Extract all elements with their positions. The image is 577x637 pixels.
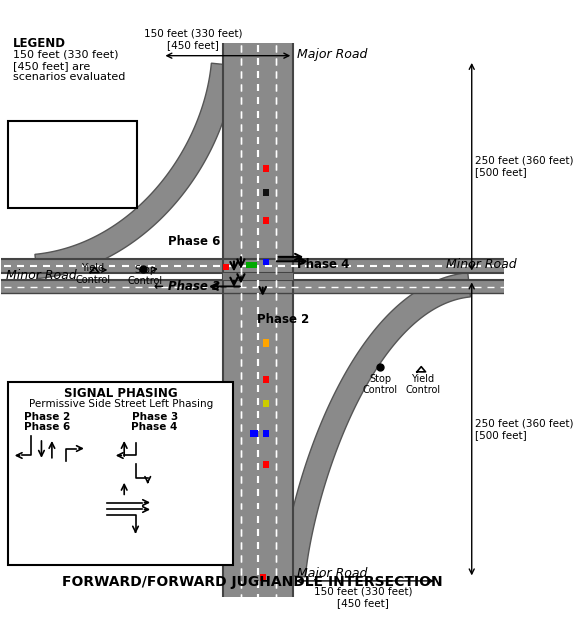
Text: Phase 3: Phase 3	[132, 412, 178, 422]
Text: scenarios evaluated: scenarios evaluated	[13, 72, 125, 82]
Bar	[223, 43, 293, 598]
Text: Minor Road: Minor Road	[445, 258, 516, 271]
Bar	[263, 400, 269, 406]
Text: 150 feet (330 feet)
[450 feet]: 150 feet (330 feet) [450 feet]	[314, 586, 412, 608]
Text: 250 feet (360 feet)
[500 feet]: 250 feet (360 feet) [500 feet]	[475, 418, 574, 440]
Text: Minor Road: Minor Road	[6, 269, 76, 282]
Bar	[250, 430, 258, 437]
Bar	[223, 461, 229, 468]
Text: 250 feet (360 feet)
[500 feet]: 250 feet (360 feet) [500 feet]	[475, 156, 574, 178]
Bar	[8, 382, 233, 565]
Text: Phase 6: Phase 6	[168, 234, 220, 248]
Text: Yield
Control: Yield Control	[406, 374, 440, 395]
Text: Phase 4: Phase 4	[132, 422, 178, 433]
Text: Phase 6: Phase 6	[24, 422, 70, 433]
Text: Major Road: Major Road	[297, 48, 367, 61]
Bar	[246, 262, 257, 268]
Bar	[1, 259, 504, 273]
Text: Major Road: Major Road	[297, 568, 367, 580]
Text: Phase 4: Phase 4	[297, 258, 349, 271]
Text: FORWARD/FORWARD JUGHANDLE INTERSECTION: FORWARD/FORWARD JUGHANDLE INTERSECTION	[62, 575, 443, 589]
Bar	[223, 273, 293, 280]
Text: Permissive Side Street Left Phasing: Permissive Side Street Left Phasing	[29, 399, 213, 409]
Bar	[263, 376, 269, 383]
Text: SIGNAL PHASING: SIGNAL PHASING	[64, 387, 178, 399]
Bar	[260, 574, 266, 581]
Bar	[263, 259, 269, 265]
Bar	[263, 189, 269, 196]
Text: Phase 2: Phase 2	[24, 412, 70, 422]
Polygon shape	[281, 273, 470, 577]
Bar	[263, 164, 269, 173]
Text: Stop
Control: Stop Control	[128, 265, 163, 286]
Bar	[263, 430, 269, 437]
Text: LEGEND: LEGEND	[13, 38, 66, 50]
Bar	[1, 280, 504, 294]
Text: [450 feet] are: [450 feet] are	[13, 61, 90, 71]
Text: 150 feet (330 feet)
[450 feet]: 150 feet (330 feet) [450 feet]	[144, 29, 242, 50]
Bar	[8, 121, 137, 208]
Text: Yield
Control: Yield Control	[75, 263, 110, 285]
Text: Phase 2: Phase 2	[257, 313, 309, 326]
Bar	[263, 217, 269, 224]
Text: ← Phase 3: ← Phase 3	[154, 280, 220, 293]
Text: Stop
Control: Stop Control	[363, 374, 398, 395]
Bar	[263, 339, 269, 347]
Bar	[223, 264, 229, 270]
Polygon shape	[35, 63, 235, 278]
Bar	[263, 461, 269, 468]
Text: 150 feet (330 feet): 150 feet (330 feet)	[13, 50, 118, 60]
